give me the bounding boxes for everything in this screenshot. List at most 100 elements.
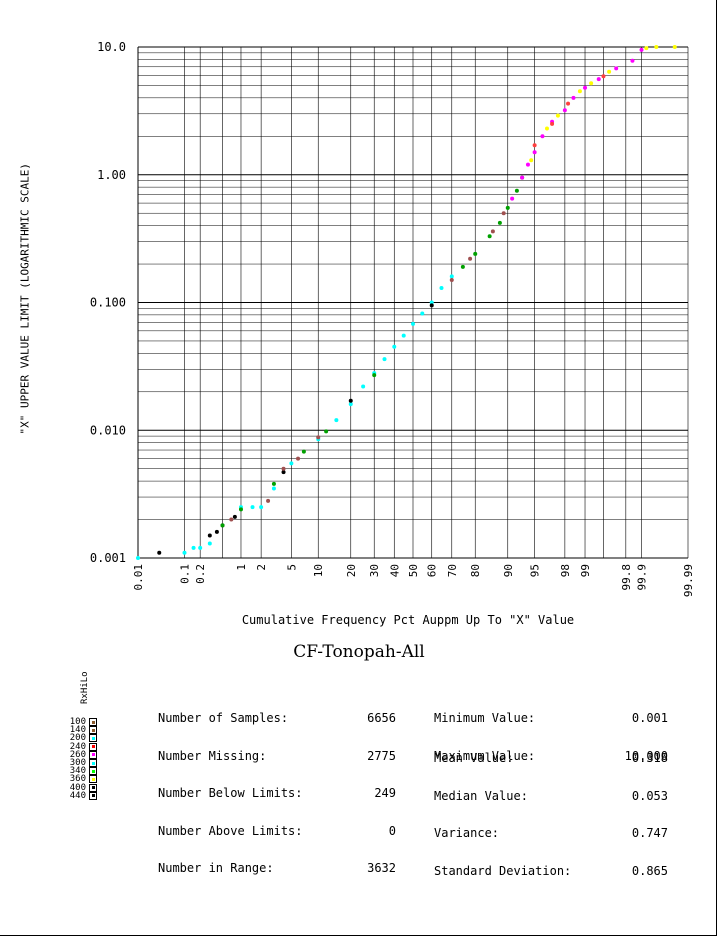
y-tick-label: 10.0: [97, 40, 126, 54]
data-point: [136, 556, 140, 560]
data-point: [316, 435, 321, 440]
data-point: [460, 264, 465, 269]
stats-right-values-2: 0.318 0.053 0.747 0.865: [600, 727, 668, 902]
legend-title: RxHiLo: [80, 671, 90, 704]
data-point: [501, 211, 506, 216]
x-tick-label: 98: [559, 564, 572, 577]
data-point: [361, 384, 366, 389]
stat-label: Mean Value:: [434, 751, 514, 765]
data-point: [468, 256, 473, 261]
data-point: [229, 517, 234, 522]
x-axis-label: Cumulative Frequency Pct Auppm Up To "X"…: [242, 613, 574, 627]
stat-value: 2775: [367, 748, 396, 763]
legend-marker: [91, 761, 95, 765]
legend-swatch: [89, 718, 97, 726]
legend-entry: 240: [62, 741, 97, 752]
data-point: [520, 175, 525, 180]
data-point: [191, 545, 196, 550]
legend-marker: [91, 753, 95, 757]
x-tick-label: 80: [469, 564, 482, 577]
stat-value: 6656: [367, 711, 396, 725]
legend-entry: 140: [62, 725, 97, 736]
data-point: [271, 481, 276, 486]
stat-value: 0.001: [631, 711, 668, 725]
data-point: [348, 398, 353, 403]
y-tick-label: 1.00: [97, 168, 126, 182]
stats-right-values-1: 0.001 10.000: [600, 687, 668, 787]
legend-swatch: [89, 767, 97, 776]
legend-marker: [91, 736, 95, 740]
legend-swatch: [89, 759, 97, 767]
x-tick-label: 50: [407, 564, 420, 577]
stats-left-values: 6656 2775 249 0 3632: [340, 687, 396, 900]
legend-entry: 400: [62, 783, 97, 792]
y-axis-label: "X" UPPER VALUE LIMIT (LOGARITHMIC SCALE…: [18, 162, 32, 435]
data-point: [266, 498, 271, 503]
data-point: [348, 402, 353, 407]
legend-marker: [91, 777, 95, 781]
legend-swatch: [89, 783, 97, 792]
data-point: [207, 533, 212, 538]
stat-label: Number Above Limits:: [158, 823, 303, 838]
legend-label: 200: [69, 733, 86, 744]
data-point: [372, 373, 377, 378]
x-tick-label: 60: [426, 564, 439, 577]
data-point: [429, 303, 434, 308]
data-point: [555, 113, 560, 118]
stat-label: Number of Samples:: [158, 711, 289, 725]
data-point: [429, 300, 434, 305]
data-point: [550, 121, 555, 126]
y-tick-label: 0.100: [90, 296, 126, 310]
data-point: [532, 150, 537, 155]
x-tick-label: 70: [446, 564, 459, 577]
data-point: [497, 220, 502, 225]
stats-right-labels-1: Minimum Value: Maximum Value:: [434, 687, 535, 787]
x-tick-label: 99: [579, 564, 592, 577]
data-point: [238, 507, 243, 512]
legend-entry: 100: [62, 717, 97, 727]
x-tick-label: 99.9: [636, 564, 649, 591]
data-point: [324, 429, 329, 434]
data-point: [392, 344, 397, 349]
data-point: [198, 545, 203, 550]
data-point: [182, 550, 187, 555]
stats-right-labels-2: Mean Value: Median Value: Variance: Stan…: [434, 727, 571, 902]
data-point: [334, 418, 339, 423]
data-point: [566, 101, 571, 106]
legend-label: 300: [69, 758, 86, 768]
data-point: [439, 285, 444, 290]
legend-label: 260: [69, 749, 86, 760]
legend-marker: [91, 720, 95, 724]
legend-label: 100: [69, 717, 86, 727]
data-point: [157, 550, 162, 555]
data-point: [449, 274, 454, 279]
stat-label: Number Below Limits:: [158, 786, 303, 800]
data-point: [281, 470, 286, 475]
data-point: [296, 456, 301, 461]
data-point: [596, 77, 601, 82]
data-point: [583, 85, 588, 90]
x-tick-label: 0.1: [178, 564, 191, 584]
legend-label: 240: [69, 741, 86, 752]
data-point: [601, 74, 606, 79]
legend-entry: 300: [62, 758, 97, 768]
stat-value: 0.318: [631, 751, 668, 765]
legend-label: 140: [69, 725, 86, 736]
data-point: [525, 162, 530, 167]
stat-label: Median Value:: [434, 788, 528, 803]
data-point: [514, 188, 519, 193]
legend-swatch: [89, 726, 97, 735]
data-point: [562, 108, 567, 113]
data-point: [510, 196, 515, 201]
legend-entry: 360: [62, 775, 97, 784]
data-point: [250, 505, 255, 510]
stat-label: Number Missing:: [158, 748, 267, 763]
legend-marker: [91, 786, 95, 790]
stat-value: 10.000: [624, 748, 668, 763]
x-tick-label: 5: [285, 564, 298, 571]
data-point: [214, 529, 219, 534]
stat-value: 0.053: [631, 788, 668, 803]
stat-value: 249: [374, 786, 396, 800]
data-point: [607, 69, 612, 74]
